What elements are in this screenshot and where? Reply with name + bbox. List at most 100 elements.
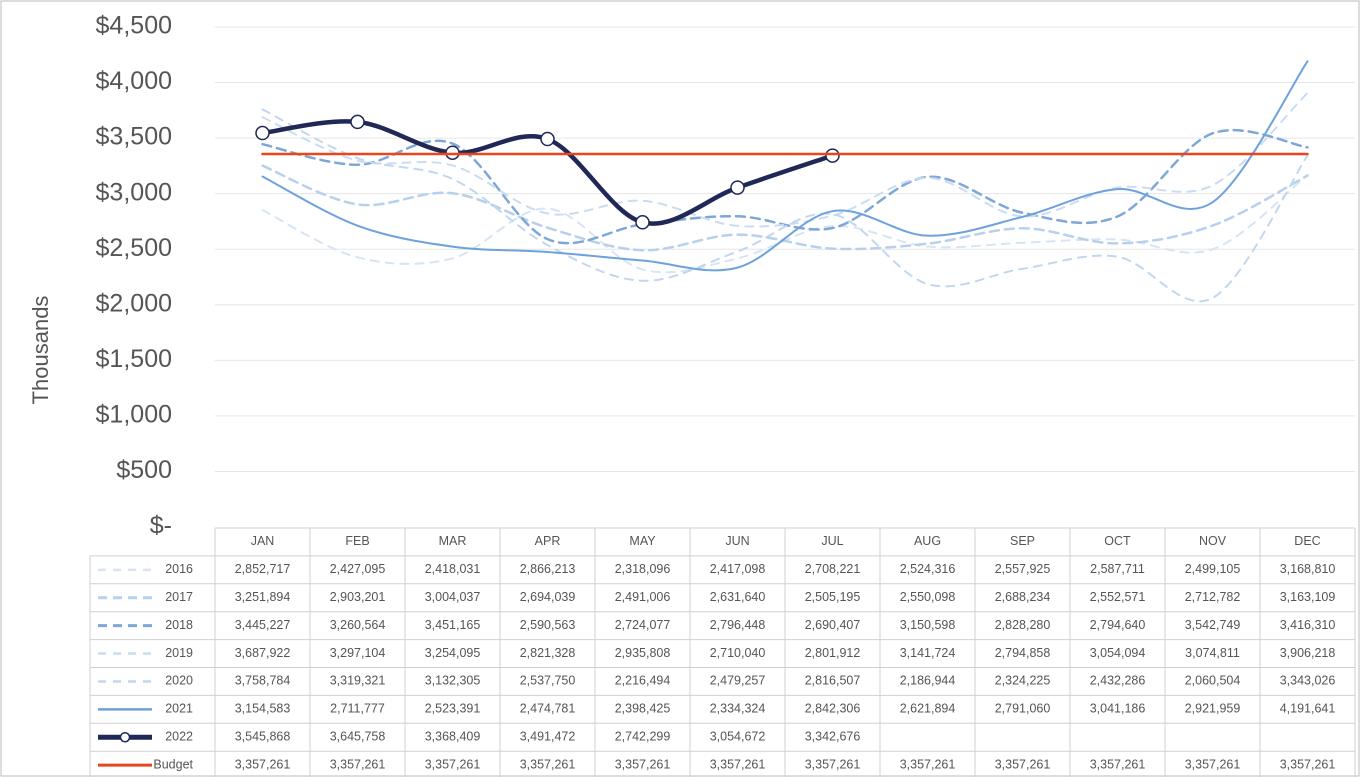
y-tick-label: $3,000 bbox=[96, 178, 172, 206]
table-value: 2,550,098 bbox=[900, 590, 956, 604]
x-tick-label: DEC bbox=[1294, 534, 1320, 548]
y-tick-label: $1,000 bbox=[96, 400, 172, 428]
x-tick-label: SEP bbox=[1010, 534, 1035, 548]
point bbox=[255, 125, 270, 141]
table-value: 2,427,095 bbox=[330, 562, 386, 576]
table-value: 2,796,448 bbox=[710, 618, 766, 632]
table-value: 3,545,868 bbox=[235, 730, 291, 744]
table-value: 3,342,676 bbox=[805, 730, 861, 744]
x-tick-label: MAR bbox=[439, 534, 467, 548]
table-value: 2,742,299 bbox=[615, 730, 671, 744]
x-tick-label: JUL bbox=[821, 534, 843, 548]
y-tick-label: $- bbox=[150, 512, 172, 540]
table-value: 2,621,894 bbox=[900, 702, 956, 716]
table-value: 3,687,922 bbox=[235, 646, 291, 660]
series-line bbox=[261, 108, 1309, 303]
table-value: 2,711,777 bbox=[330, 702, 385, 716]
table-value: 2,552,571 bbox=[1090, 590, 1146, 604]
point bbox=[730, 180, 745, 195]
table-value: 2,816,507 bbox=[805, 674, 861, 688]
table-value: 2,216,494 bbox=[615, 674, 671, 688]
legend-label: 2018 bbox=[165, 618, 193, 632]
table-value: 3,357,261 bbox=[805, 757, 861, 771]
point bbox=[635, 215, 650, 230]
table-value: 2,587,711 bbox=[1090, 562, 1145, 576]
table-value: 3,054,094 bbox=[1090, 646, 1146, 660]
table-value: 2,318,096 bbox=[615, 562, 671, 576]
table-value: 3,260,564 bbox=[330, 618, 386, 632]
table-value: 3,357,261 bbox=[330, 757, 386, 771]
table-value: 3,150,598 bbox=[900, 618, 956, 632]
series-line bbox=[261, 91, 1309, 228]
table-value: 2,852,717 bbox=[235, 562, 291, 576]
table-value: 2,690,407 bbox=[805, 618, 861, 632]
table-value: 2,590,563 bbox=[520, 618, 576, 632]
x-tick-label: JUN bbox=[725, 534, 749, 548]
table-value: 2,935,808 bbox=[615, 646, 671, 660]
table-value: 3,491,472 bbox=[520, 730, 576, 744]
table-value: 2,479,257 bbox=[710, 674, 766, 688]
table-value: 2,791,060 bbox=[995, 702, 1051, 716]
table-value: 3,319,321 bbox=[330, 674, 386, 688]
table-value: 3,906,218 bbox=[1280, 646, 1336, 660]
table-value: 3,357,261 bbox=[520, 757, 576, 771]
table-value: 2,794,858 bbox=[995, 646, 1051, 660]
table-value: 2,688,234 bbox=[995, 590, 1051, 604]
table-value: 3,645,758 bbox=[330, 730, 386, 744]
table-value: 3,357,261 bbox=[1185, 757, 1241, 771]
table-value: 3,357,261 bbox=[900, 757, 956, 771]
legend-marker bbox=[119, 732, 131, 743]
table-value: 3,132,305 bbox=[425, 674, 481, 688]
table-value: 3,357,261 bbox=[615, 757, 671, 771]
table-value: 3,357,261 bbox=[235, 757, 291, 771]
table-value: 2,186,944 bbox=[900, 674, 956, 688]
table-value: 2,432,286 bbox=[1090, 674, 1146, 688]
table-value: 2,708,221 bbox=[805, 562, 861, 576]
table-value: 3,074,811 bbox=[1185, 646, 1240, 660]
series-line bbox=[261, 164, 1309, 252]
legend-label: 2017 bbox=[165, 590, 193, 604]
x-tick-label: NOV bbox=[1199, 534, 1227, 548]
table-value: 2,398,425 bbox=[615, 702, 671, 716]
table-value: 3,357,261 bbox=[710, 757, 766, 771]
point bbox=[350, 114, 365, 130]
table-value: 2,801,912 bbox=[805, 646, 861, 660]
point bbox=[825, 148, 840, 163]
table-value: 4,191,641 bbox=[1280, 702, 1336, 716]
x-tick-label: MAY bbox=[629, 534, 656, 548]
table-value: 2,710,040 bbox=[710, 646, 766, 660]
table-value: 3,004,037 bbox=[425, 590, 481, 604]
table-value: 2,474,781 bbox=[520, 702, 576, 716]
legend-label: 2022 bbox=[165, 730, 193, 744]
legend-label: 2020 bbox=[165, 674, 193, 688]
legend-label: 2016 bbox=[165, 562, 193, 576]
table-value: 3,254,095 bbox=[425, 646, 481, 660]
x-tick-label: APR bbox=[535, 534, 561, 548]
table-value: 2,524,316 bbox=[900, 562, 956, 576]
table-value: 3,251,894 bbox=[235, 590, 291, 604]
legend-label: 2019 bbox=[165, 646, 193, 660]
x-tick-label: AUG bbox=[914, 534, 941, 548]
legend-label: Budget bbox=[153, 757, 193, 771]
table-value: 3,141,724 bbox=[900, 646, 956, 660]
point bbox=[540, 131, 555, 147]
table-value: 2,921,959 bbox=[1185, 702, 1241, 716]
table-value: 3,343,026 bbox=[1280, 674, 1336, 688]
table-value: 2,491,006 bbox=[615, 590, 671, 604]
y-axis-label: Thousands bbox=[28, 296, 53, 405]
table-value: 3,445,227 bbox=[235, 618, 291, 632]
table-value: 3,357,261 bbox=[995, 757, 1051, 771]
table-value: 3,451,165 bbox=[425, 618, 481, 632]
table-value: 3,168,810 bbox=[1280, 562, 1336, 576]
series-line bbox=[261, 128, 1309, 245]
table-value: 3,542,749 bbox=[1185, 618, 1241, 632]
table-value: 2,334,324 bbox=[710, 702, 766, 716]
y-tick-label: $4,000 bbox=[96, 67, 172, 95]
table-value: 2,694,039 bbox=[520, 590, 576, 604]
table-value: 2,499,105 bbox=[1185, 562, 1241, 576]
table-value: 3,297,104 bbox=[330, 646, 386, 660]
table-value: 2,712,782 bbox=[1185, 590, 1241, 604]
table-value: 2,724,077 bbox=[615, 618, 671, 632]
table-value: 2,505,195 bbox=[805, 590, 861, 604]
